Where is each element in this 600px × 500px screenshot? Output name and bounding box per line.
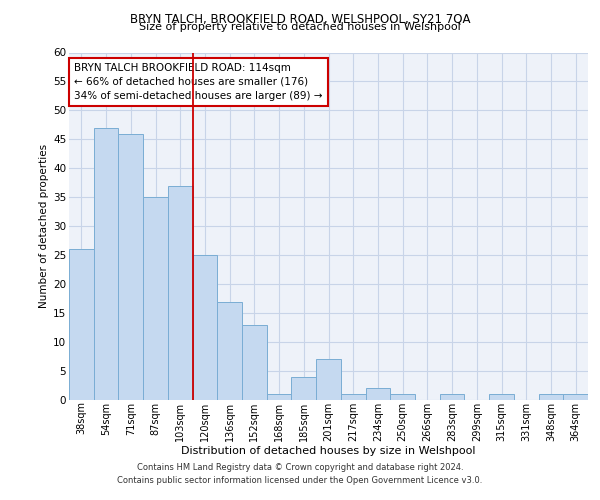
Bar	[118, 134, 143, 400]
Bar	[390, 394, 415, 400]
Bar	[563, 394, 588, 400]
Bar	[217, 302, 242, 400]
X-axis label: Distribution of detached houses by size in Welshpool: Distribution of detached houses by size …	[181, 446, 476, 456]
Bar	[316, 360, 341, 400]
Text: Size of property relative to detached houses in Welshpool: Size of property relative to detached ho…	[139, 22, 461, 32]
Text: Contains HM Land Registry data © Crown copyright and database right 2024.: Contains HM Land Registry data © Crown c…	[137, 464, 463, 472]
Bar	[193, 255, 217, 400]
Bar	[341, 394, 365, 400]
Bar	[143, 198, 168, 400]
Bar	[94, 128, 118, 400]
Bar	[292, 377, 316, 400]
Text: BRYN TALCH BROOKFIELD ROAD: 114sqm
← 66% of detached houses are smaller (176)
34: BRYN TALCH BROOKFIELD ROAD: 114sqm ← 66%…	[74, 63, 323, 101]
Bar	[242, 324, 267, 400]
Bar	[168, 186, 193, 400]
Y-axis label: Number of detached properties: Number of detached properties	[39, 144, 49, 308]
Bar	[69, 250, 94, 400]
Bar	[267, 394, 292, 400]
Bar	[440, 394, 464, 400]
Bar	[539, 394, 563, 400]
Text: BRYN TALCH, BROOKFIELD ROAD, WELSHPOOL, SY21 7QA: BRYN TALCH, BROOKFIELD ROAD, WELSHPOOL, …	[130, 12, 470, 26]
Bar	[489, 394, 514, 400]
Bar	[365, 388, 390, 400]
Text: Contains public sector information licensed under the Open Government Licence v3: Contains public sector information licen…	[118, 476, 482, 485]
